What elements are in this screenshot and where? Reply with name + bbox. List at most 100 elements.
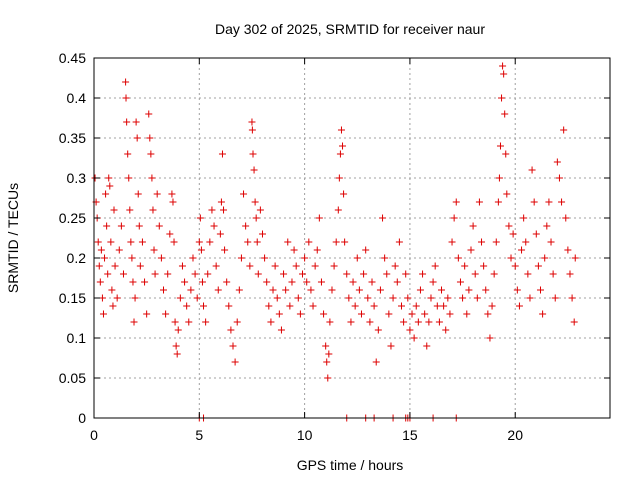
data-point bbox=[480, 262, 488, 270]
data-point bbox=[562, 214, 570, 222]
data-point bbox=[357, 310, 365, 318]
data-point bbox=[412, 302, 420, 310]
data-point bbox=[237, 254, 245, 262]
data-point bbox=[254, 270, 262, 278]
data-point bbox=[244, 238, 252, 246]
data-point bbox=[311, 262, 319, 270]
data-point bbox=[265, 302, 273, 310]
data-point bbox=[290, 246, 298, 254]
data-point bbox=[150, 246, 158, 254]
data-point bbox=[178, 262, 186, 270]
y-tick-label: 0.45 bbox=[59, 50, 86, 66]
data-point bbox=[248, 118, 256, 126]
data-point bbox=[299, 270, 307, 278]
data-point bbox=[160, 286, 168, 294]
y-tick-label: 0.05 bbox=[59, 370, 86, 386]
data-point bbox=[347, 318, 355, 326]
data-point bbox=[103, 222, 111, 230]
data-point bbox=[170, 238, 178, 246]
y-tick-label: 0.3 bbox=[67, 170, 87, 186]
data-point bbox=[135, 222, 143, 230]
data-point bbox=[372, 358, 380, 366]
x-tick-label: 5 bbox=[195, 427, 203, 443]
data-point bbox=[454, 254, 462, 262]
data-point bbox=[208, 206, 216, 214]
y-tick-label: 0.4 bbox=[67, 90, 87, 106]
data-point bbox=[492, 238, 500, 246]
data-point bbox=[280, 270, 288, 278]
data-point bbox=[486, 334, 494, 342]
data-point bbox=[122, 78, 130, 86]
plot-frame bbox=[93, 57, 611, 419]
data-point bbox=[187, 286, 195, 294]
data-point bbox=[110, 206, 118, 214]
data-point bbox=[539, 310, 547, 318]
data-point bbox=[271, 262, 279, 270]
data-point bbox=[438, 286, 446, 294]
data-point bbox=[330, 262, 338, 270]
data-point bbox=[325, 350, 333, 358]
data-point bbox=[206, 238, 214, 246]
data-point bbox=[370, 302, 378, 310]
data-point bbox=[129, 278, 137, 286]
data-point bbox=[498, 94, 506, 102]
data-point bbox=[288, 278, 296, 286]
data-point bbox=[221, 246, 229, 254]
data-point bbox=[362, 246, 370, 254]
y-tick-label: 0.15 bbox=[59, 290, 86, 306]
data-point bbox=[323, 358, 331, 366]
data-point bbox=[117, 222, 125, 230]
data-point bbox=[374, 326, 382, 334]
data-point bbox=[223, 278, 231, 286]
data-point bbox=[171, 318, 179, 326]
data-point bbox=[534, 262, 542, 270]
data-point bbox=[547, 238, 555, 246]
data-point bbox=[416, 286, 424, 294]
data-point bbox=[174, 326, 182, 334]
data-point bbox=[387, 342, 395, 350]
data-point bbox=[168, 190, 176, 198]
y-axis-label: SRMTID / TECUs bbox=[5, 183, 21, 293]
data-point bbox=[518, 246, 526, 254]
data-point bbox=[108, 286, 116, 294]
data-point bbox=[524, 270, 532, 278]
data-point bbox=[442, 326, 450, 334]
data-point bbox=[555, 174, 563, 182]
data-point bbox=[286, 302, 294, 310]
data-point bbox=[181, 278, 189, 286]
data-point bbox=[189, 254, 197, 262]
data-point bbox=[214, 286, 222, 294]
data-point bbox=[545, 198, 553, 206]
data-point bbox=[136, 262, 144, 270]
data-point bbox=[122, 94, 130, 102]
data-point bbox=[502, 150, 510, 158]
data-point bbox=[105, 174, 113, 182]
data-point bbox=[511, 262, 519, 270]
data-point bbox=[389, 294, 397, 302]
data-point bbox=[204, 270, 212, 278]
data-point bbox=[242, 222, 250, 230]
data-point bbox=[216, 230, 224, 238]
data-point bbox=[210, 222, 218, 230]
data-point bbox=[337, 126, 345, 134]
data-point bbox=[202, 318, 210, 326]
y-tick-label: 0.2 bbox=[67, 250, 87, 266]
data-point bbox=[381, 254, 389, 262]
data-point bbox=[440, 302, 448, 310]
data-point bbox=[536, 286, 544, 294]
data-point bbox=[467, 246, 475, 254]
data-point bbox=[469, 222, 477, 230]
data-point bbox=[408, 310, 416, 318]
data-point bbox=[324, 374, 332, 382]
data-point bbox=[488, 302, 496, 310]
x-tick-label: 15 bbox=[402, 427, 418, 443]
data-point bbox=[233, 318, 241, 326]
data-point bbox=[328, 286, 336, 294]
data-point bbox=[543, 222, 551, 230]
y-tick-label: 0.35 bbox=[59, 130, 86, 146]
data-point bbox=[261, 254, 269, 262]
data-point bbox=[465, 286, 473, 294]
data-point bbox=[360, 270, 368, 278]
data-point bbox=[141, 278, 149, 286]
data-point bbox=[95, 262, 103, 270]
